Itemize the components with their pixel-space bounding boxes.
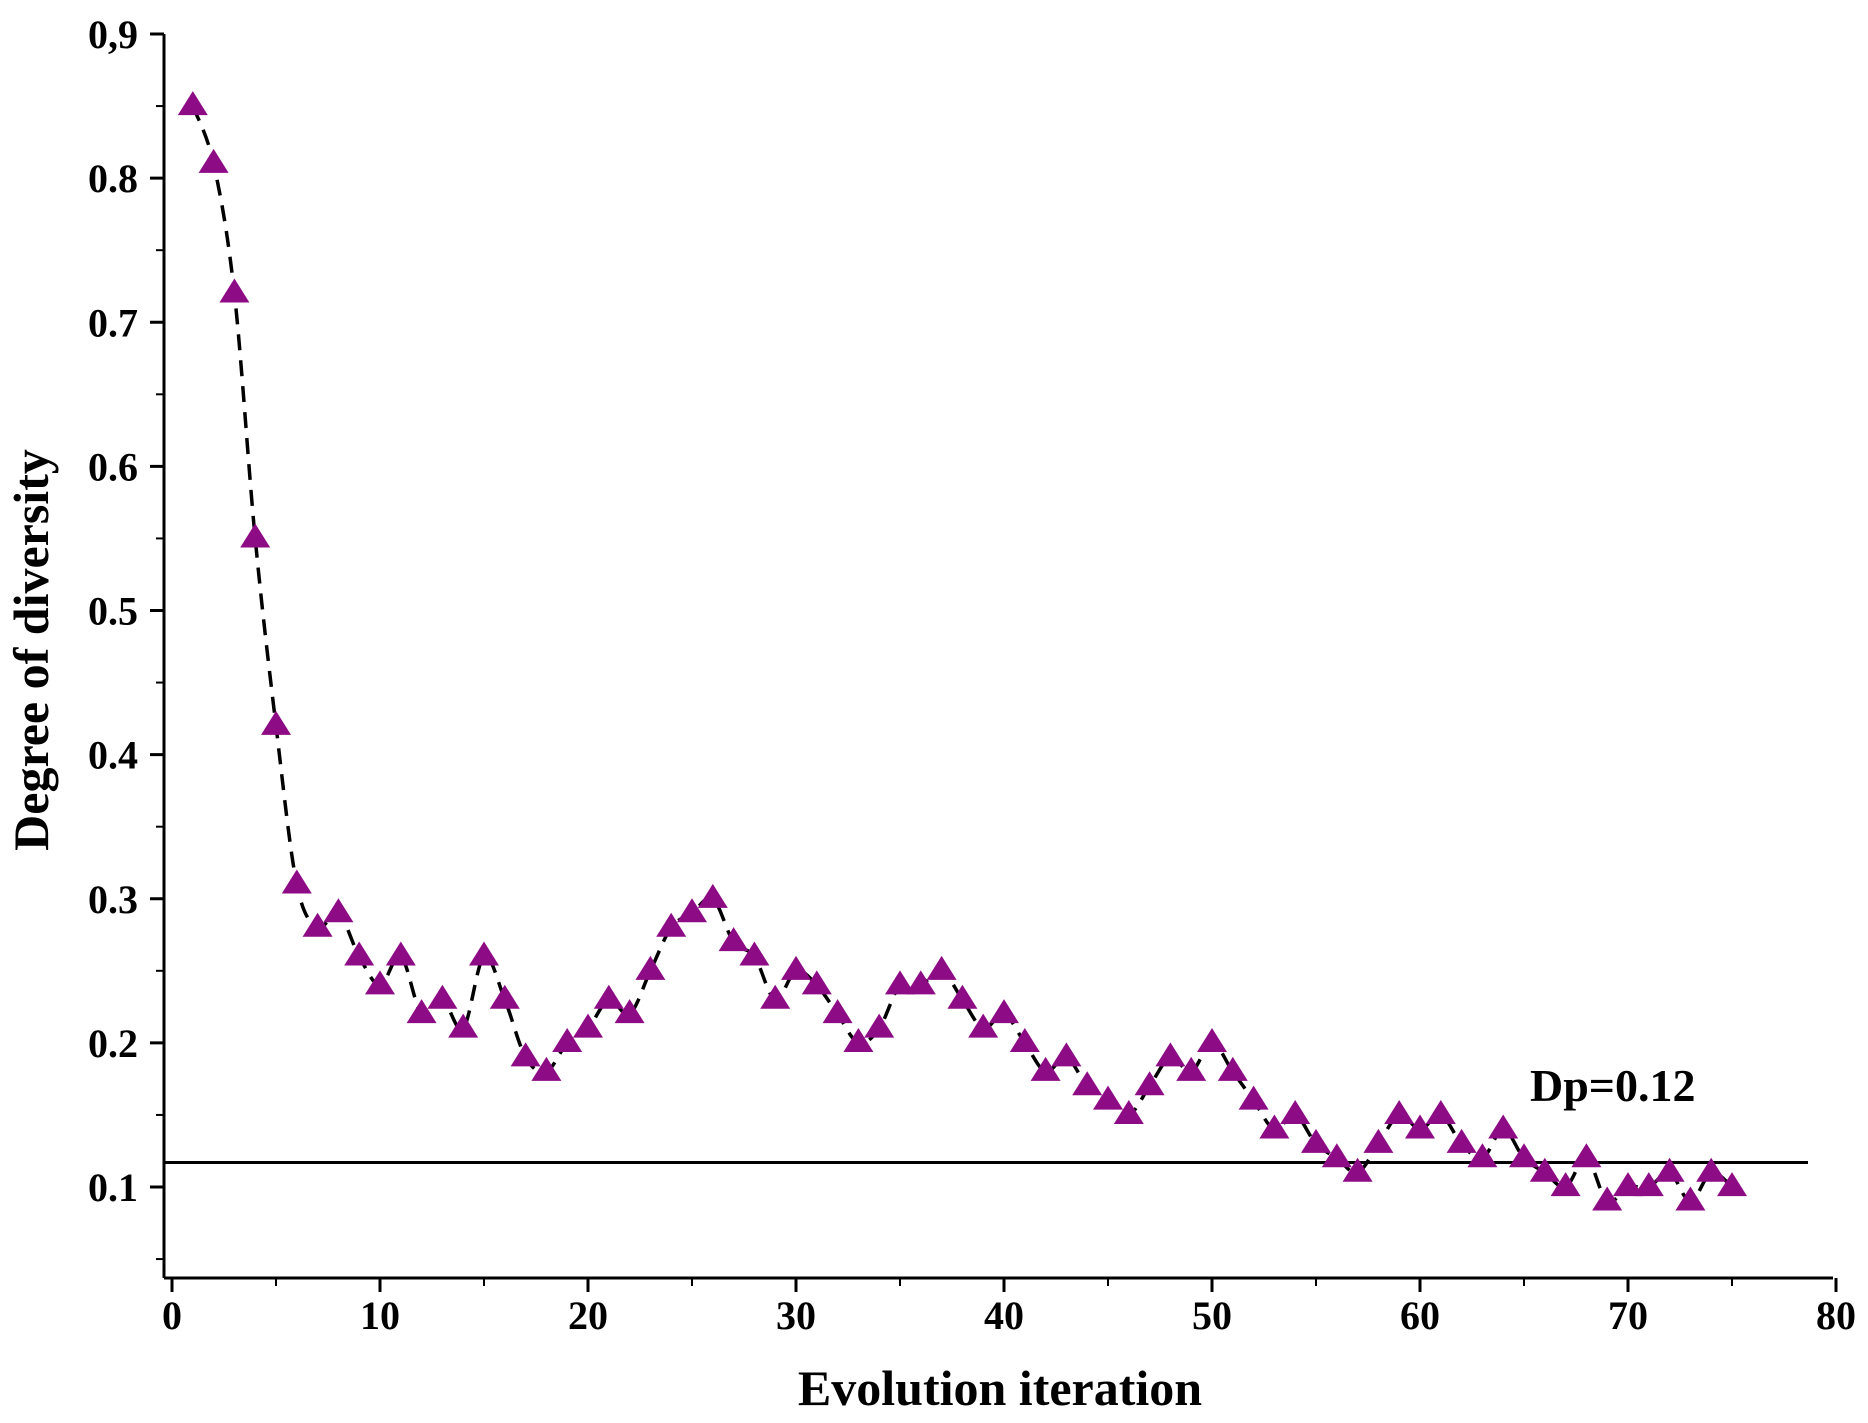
y-tick-label: 0.8 [88, 156, 138, 201]
x-tick-label: 50 [1192, 1293, 1232, 1338]
data-point-triangle [552, 1027, 583, 1052]
data-point-triangle [1217, 1056, 1248, 1081]
data-point-triangle [781, 955, 811, 980]
data-point-triangle [1488, 1114, 1519, 1139]
data-point-triangle [926, 955, 957, 980]
data-point-triangle [406, 999, 437, 1024]
y-tick-label: 0.2 [88, 1021, 138, 1066]
data-point-triangle [1259, 1114, 1290, 1139]
data-point-triangle [573, 1013, 603, 1038]
data-point-triangle [1550, 1172, 1581, 1197]
data-point-triangle [1571, 1143, 1602, 1168]
data-point-triangle [1238, 1085, 1269, 1110]
data-point-triangle [1509, 1143, 1539, 1168]
data-point-triangle [843, 1027, 874, 1052]
y-tick-label: 0.5 [88, 589, 138, 634]
data-point-triangle [344, 941, 375, 966]
data-point-triangle [1113, 1100, 1144, 1125]
x-tick-label: 0 [162, 1293, 182, 1338]
data-point-triangle [1654, 1157, 1685, 1182]
data-point-triangle [198, 148, 229, 173]
data-point-triangle [240, 523, 271, 548]
data-point-triangle [1072, 1071, 1103, 1096]
y-tick-label: 0.1 [88, 1165, 138, 1210]
data-point-triangle [1155, 1042, 1186, 1067]
data-point-triangle [1425, 1100, 1456, 1125]
data-point-triangle [614, 999, 645, 1024]
data-point-triangle [1613, 1172, 1643, 1197]
data-point-triangle [1633, 1172, 1664, 1197]
data-point-triangle [385, 941, 416, 966]
y-axis-title: Degree of diversity [3, 449, 59, 851]
data-point-triangle [1093, 1085, 1123, 1110]
data-point-triangle [593, 984, 624, 1009]
data-point-triangle [1197, 1027, 1227, 1052]
data-point-triangle [1009, 1027, 1040, 1052]
data-point-triangle [302, 912, 333, 937]
data-point-triangle [1405, 1114, 1435, 1139]
data-point-triangle [489, 984, 520, 1009]
data-point-triangle [1342, 1157, 1373, 1182]
data-point-triangle [510, 1042, 541, 1067]
x-tick-label: 70 [1608, 1293, 1648, 1338]
data-point-triangle [1176, 1056, 1207, 1081]
data-point-triangle [1384, 1100, 1415, 1125]
x-axis-title: Evolution iteration [798, 1360, 1202, 1416]
x-tick-label: 60 [1400, 1293, 1440, 1338]
x-tick-label: 80 [1816, 1293, 1856, 1338]
data-point-triangle [531, 1056, 562, 1081]
data-point-triangle [739, 941, 770, 966]
data-point-triangle [177, 91, 208, 116]
data-point-triangle [1529, 1157, 1560, 1182]
data-point-triangle [968, 1013, 999, 1038]
x-tick-label: 10 [360, 1293, 400, 1338]
data-point-triangle [1592, 1186, 1623, 1211]
data-point-triangle [1030, 1056, 1061, 1081]
data-point-triangle [947, 984, 978, 1009]
x-tick-label: 20 [568, 1293, 608, 1338]
y-tick-label: 0.6 [88, 444, 138, 489]
data-point-triangle [822, 999, 853, 1024]
data-point-triangle [1446, 1128, 1477, 1153]
y-tick-label: 0,9 [88, 12, 138, 57]
data-point-triangle [1280, 1100, 1311, 1125]
data-point-triangle [677, 898, 707, 923]
data-point-triangle [1301, 1128, 1331, 1153]
data-point-triangle [718, 927, 749, 952]
data-point-triangle [427, 984, 458, 1009]
data-point-triangle [469, 941, 499, 966]
data-point-triangle [635, 955, 666, 980]
data-point-triangle [885, 970, 915, 995]
x-tick-label: 40 [984, 1293, 1024, 1338]
data-point-triangle [219, 278, 250, 303]
data-point-triangle [261, 710, 291, 735]
data-point-triangle [656, 912, 687, 937]
data-point-triangle [1134, 1071, 1165, 1096]
data-point-triangle [697, 883, 728, 908]
data-point-triangle [1696, 1157, 1727, 1182]
data-point-triangle [448, 1013, 479, 1038]
data-point-triangle [365, 970, 395, 995]
data-point-triangle [760, 984, 791, 1009]
dp-threshold-label: Dp=0.12 [1530, 1060, 1696, 1111]
data-point-triangle [1051, 1042, 1082, 1067]
data-point-triangle [323, 898, 354, 923]
data-point-triangle [1717, 1172, 1747, 1197]
data-point-triangle [1321, 1143, 1352, 1168]
data-point-triangle [1363, 1128, 1394, 1153]
y-tick-label: 0.3 [88, 877, 138, 922]
data-point-triangle [989, 999, 1019, 1024]
data-point-triangle [864, 1013, 895, 1038]
data-point-triangle [1467, 1143, 1498, 1168]
data-point-triangle [281, 869, 312, 894]
data-point-triangle [1675, 1186, 1706, 1211]
data-point-triangle [905, 970, 936, 995]
x-tick-label: 30 [776, 1293, 816, 1338]
y-tick-label: 0.4 [88, 733, 138, 778]
data-point-triangle [801, 970, 832, 995]
series-dashed-line [191, 105, 1734, 1204]
y-tick-label: 0.7 [88, 300, 138, 345]
